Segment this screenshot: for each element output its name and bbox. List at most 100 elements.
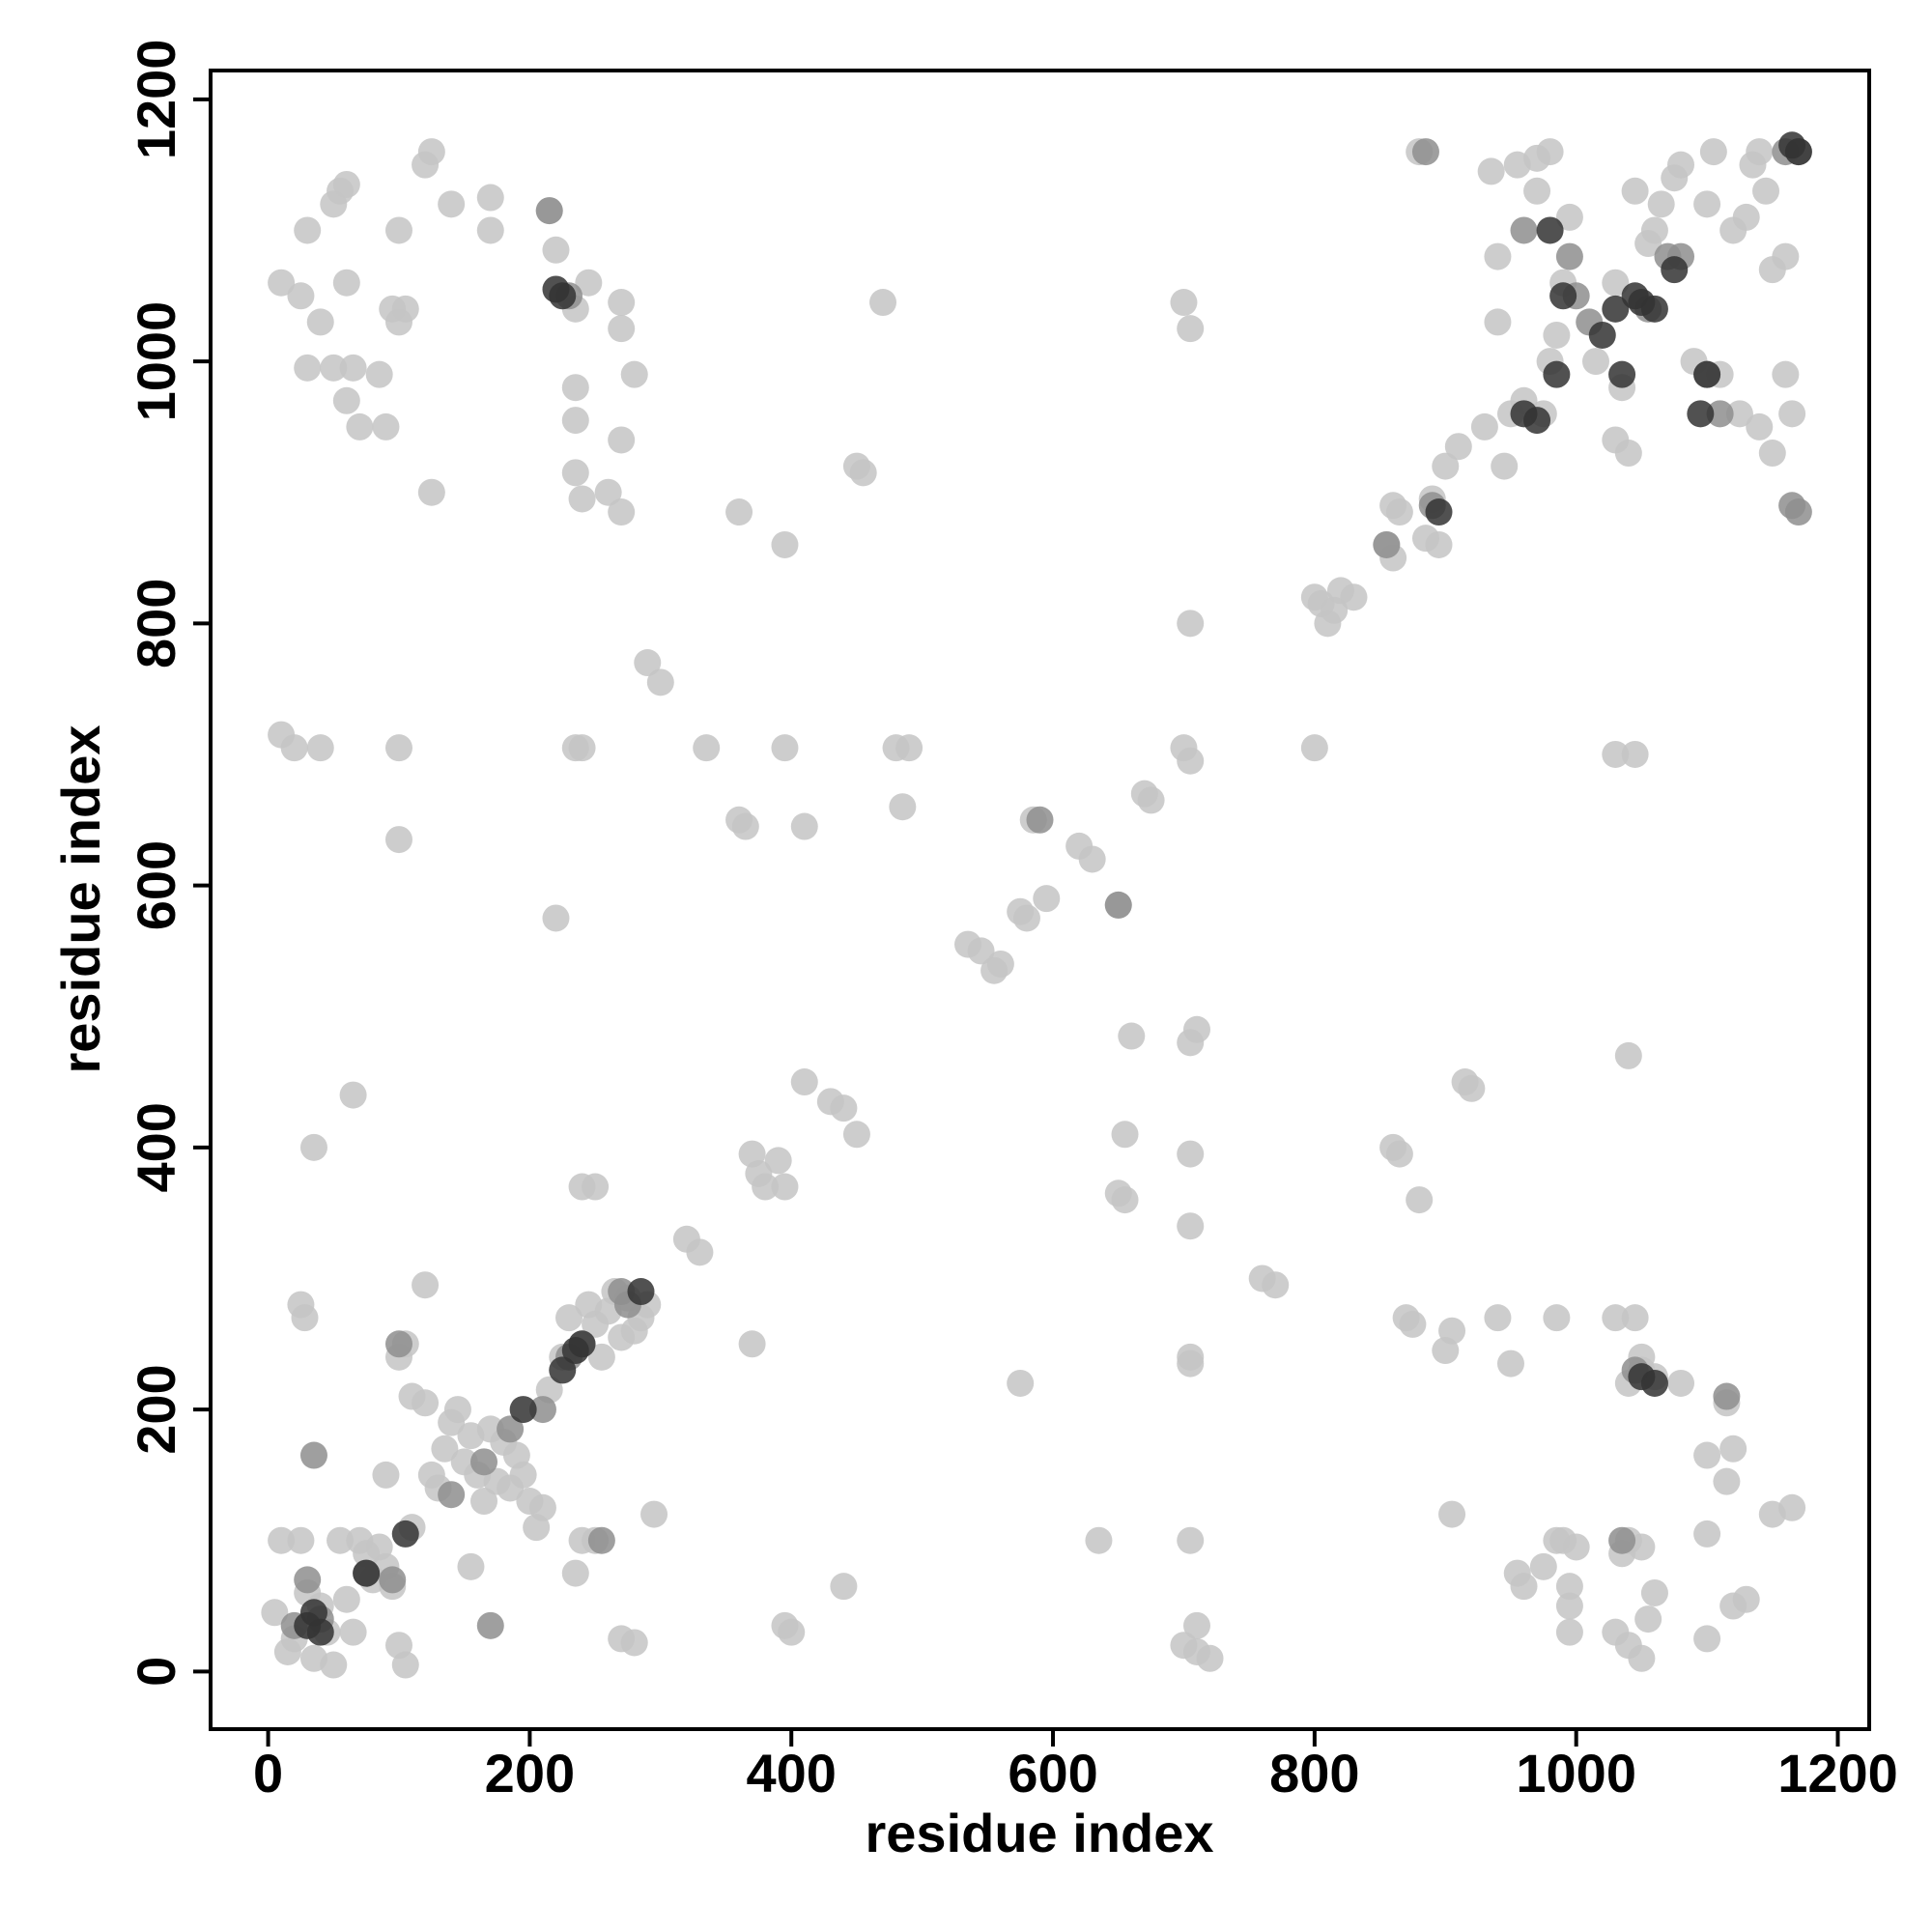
- contact-point: [587, 1526, 615, 1554]
- contact-point: [1693, 1520, 1721, 1548]
- contact-point: [268, 1526, 296, 1554]
- contact-point: [842, 1121, 870, 1149]
- contact-point: [967, 937, 995, 965]
- contact-point: [417, 138, 445, 166]
- contact-point: [438, 1481, 466, 1509]
- contact-point: [1399, 1310, 1427, 1338]
- contact-point: [1484, 242, 1512, 270]
- contact-point: [1523, 177, 1551, 205]
- contact-point: [1549, 282, 1577, 310]
- contact-point: [1608, 1526, 1636, 1554]
- contact-point: [790, 1068, 818, 1096]
- contact-point: [771, 530, 799, 558]
- x-tick-label: 1200: [1777, 1743, 1898, 1804]
- contact-point: [646, 668, 674, 696]
- contact-point: [476, 184, 504, 212]
- contact-point: [771, 734, 799, 762]
- contact-point: [332, 170, 360, 198]
- contact-point: [986, 950, 1014, 978]
- contact-point: [1177, 747, 1205, 775]
- contact-point: [306, 734, 334, 762]
- contact-point: [412, 1389, 440, 1417]
- contact-point: [1484, 1304, 1512, 1332]
- x-tick-label: 400: [747, 1743, 837, 1804]
- contact-point: [1784, 498, 1812, 526]
- contact-point: [542, 904, 570, 932]
- x-tick-label: 1000: [1516, 1743, 1636, 1804]
- contact-point: [1406, 1186, 1434, 1214]
- contact-point: [549, 282, 577, 310]
- contact-point: [889, 793, 917, 821]
- contact-point: [1477, 157, 1505, 185]
- contact-point: [294, 354, 322, 382]
- contact-point: [1555, 242, 1583, 270]
- contact-point: [1012, 904, 1040, 932]
- contact-point: [1458, 1074, 1486, 1102]
- contact-point: [1510, 216, 1538, 244]
- contact-point: [568, 485, 596, 513]
- contact-point: [1634, 1605, 1662, 1634]
- contact-point: [1640, 1578, 1668, 1606]
- contact-point: [620, 1629, 648, 1657]
- x-tick-label: 800: [1269, 1743, 1359, 1804]
- contact-point: [299, 1133, 327, 1161]
- contact-point: [568, 734, 596, 762]
- contact-point: [287, 282, 315, 310]
- contact-point: [1104, 891, 1132, 919]
- contact-point: [470, 1448, 498, 1476]
- contact-point: [1555, 1592, 1583, 1620]
- contact-point: [778, 1618, 806, 1646]
- contact-point: [1647, 190, 1675, 218]
- contact-point: [1177, 1029, 1205, 1057]
- contact-point: [535, 197, 563, 225]
- contact-point: [608, 289, 636, 317]
- contact-point: [365, 360, 393, 388]
- contact-point: [287, 1526, 315, 1554]
- contact-point: [1444, 433, 1472, 461]
- contact-point: [1687, 400, 1715, 428]
- contact-point: [1693, 1441, 1721, 1469]
- contact-point: [561, 374, 589, 402]
- contact-point: [1693, 360, 1721, 388]
- contact-point: [1602, 740, 1630, 768]
- contact-point: [299, 1599, 327, 1627]
- contact-point: [1640, 1369, 1668, 1397]
- contact-point: [1385, 498, 1413, 526]
- contact-point: [561, 407, 589, 435]
- contact-point: [575, 269, 603, 297]
- x-axis-label: residue index: [865, 1803, 1213, 1863]
- contact-point: [1411, 138, 1439, 166]
- contact-point: [830, 1094, 858, 1122]
- contact-point: [1706, 400, 1734, 428]
- contact-point: [1026, 806, 1054, 834]
- contact-point: [332, 386, 360, 414]
- contact-point: [542, 236, 570, 264]
- contact-point: [294, 216, 322, 244]
- contact-point: [1177, 610, 1205, 638]
- contact-point: [1602, 269, 1630, 297]
- contact-point: [384, 734, 412, 762]
- contact-point: [497, 1415, 525, 1443]
- contact-point: [391, 295, 419, 323]
- contact-point: [346, 412, 374, 440]
- x-tick-label: 200: [485, 1743, 575, 1804]
- contact-point: [1602, 1304, 1630, 1332]
- contact-point: [332, 269, 360, 297]
- contact-point: [1007, 1369, 1035, 1397]
- contact-point: [391, 1520, 419, 1548]
- contact-point: [895, 734, 923, 762]
- contact-point: [608, 426, 636, 454]
- contact-point: [627, 1278, 655, 1306]
- contact-point: [528, 1396, 556, 1424]
- contact-point: [476, 1611, 504, 1639]
- contact-point: [830, 1573, 858, 1601]
- contact-point: [1640, 216, 1668, 244]
- contact-point: [1085, 1526, 1113, 1554]
- contact-point: [608, 498, 636, 526]
- contact-point: [1470, 412, 1498, 440]
- contact-point: [1732, 203, 1760, 231]
- contact-point: [1614, 440, 1642, 468]
- contact-point: [608, 315, 636, 343]
- contact-point: [568, 1330, 596, 1358]
- contact-point: [1529, 1552, 1557, 1580]
